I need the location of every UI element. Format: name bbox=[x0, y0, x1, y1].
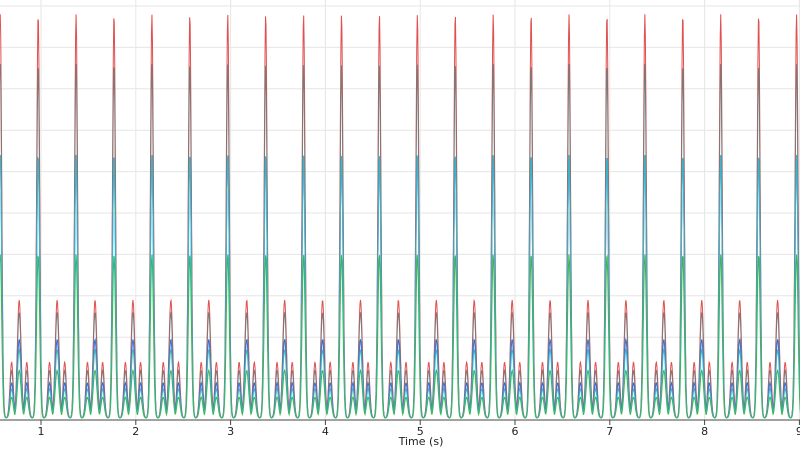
x-tick-label: 4 bbox=[322, 425, 329, 438]
x-tick-label: 8 bbox=[701, 425, 708, 438]
x-tick-label: 9 bbox=[796, 425, 800, 438]
x-tick-label: 7 bbox=[606, 425, 613, 438]
x-tick-label: 1 bbox=[38, 425, 45, 438]
x-tick-label: 3 bbox=[227, 425, 234, 438]
x-tick-label: 2 bbox=[132, 425, 139, 438]
x-axis-title: Time (s) bbox=[398, 435, 444, 448]
x-tick-label: 6 bbox=[512, 425, 519, 438]
